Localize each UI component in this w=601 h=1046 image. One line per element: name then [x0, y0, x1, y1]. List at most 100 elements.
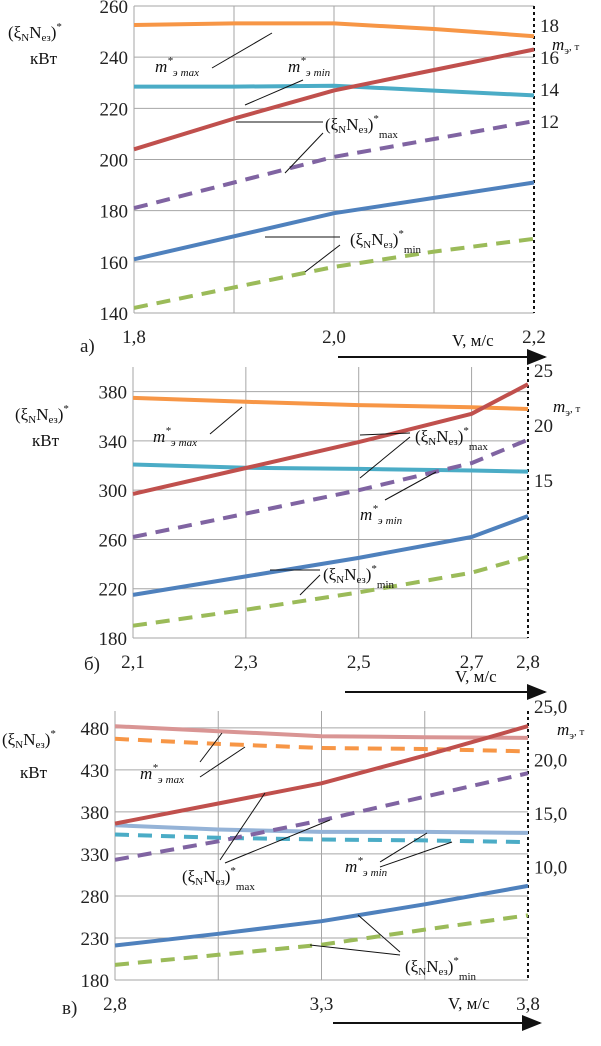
- y2-tick-label: 25,0: [534, 697, 567, 718]
- label-part: (ξ: [182, 867, 196, 886]
- panel-2: 180 220 260 300 340 380 2,1 2,3 2,5 2,7 2,8 25 20 15 m…: [15, 361, 581, 700]
- label-part: N: [338, 124, 346, 136]
- x-tick-label: 2,7: [460, 652, 484, 673]
- y-tick-label: 180: [100, 202, 129, 223]
- y-tick-label: 340: [99, 432, 128, 453]
- label-part: э: [173, 67, 178, 79]
- label-part: э: [158, 774, 163, 786]
- leader-line: [309, 944, 401, 956]
- label-part: *: [50, 728, 56, 740]
- label-part: (ξ: [2, 730, 16, 749]
- series-m-max-alt: [114, 724, 529, 740]
- y2-tick-label: 14: [540, 80, 560, 101]
- y-tick-label: 160: [100, 253, 129, 274]
- y-axis-title: (ξNNeз)*: [8, 21, 62, 44]
- subscript: min: [371, 867, 388, 879]
- annotation-m-min: m*э min: [288, 55, 331, 79]
- y-tick-label: 220: [99, 580, 128, 601]
- label-part: N: [371, 230, 383, 249]
- y2-tick-label: 12: [540, 112, 559, 133]
- annotation-m-max: m*э max: [153, 425, 197, 449]
- y2-tick-label: 18: [540, 16, 559, 37]
- series-m-max: [133, 21, 535, 39]
- label-part: (ξ: [415, 427, 429, 446]
- y2-tick-label: 25: [534, 361, 553, 382]
- label-part: (ξ: [15, 405, 29, 424]
- label-part: ): [45, 730, 51, 749]
- label-part: eз: [41, 32, 50, 44]
- label-part: eз: [48, 414, 57, 426]
- annotation-m-max: m*э max: [155, 55, 199, 79]
- x-axis-title: V, м/с: [452, 331, 494, 350]
- annotation-m-min: m*э min: [345, 855, 388, 879]
- y2-tick-label: 20,0: [534, 751, 567, 772]
- leader-line: [359, 436, 411, 479]
- subscript: min: [386, 515, 403, 527]
- label-part: ): [51, 23, 57, 42]
- label-part: (ξ: [350, 230, 364, 249]
- panel-3: 180 230 280 330 380 430 480 2,8 3,3 3,8 25,0 20,0 15…: [2, 697, 585, 1031]
- series-xi-min: [114, 883, 529, 948]
- leader-line: [379, 841, 453, 868]
- label-part: m: [557, 720, 569, 739]
- label-part: m: [360, 505, 372, 524]
- label-part: N: [346, 115, 358, 134]
- label-part: *: [56, 21, 62, 33]
- series-m-min-alt: [114, 823, 529, 835]
- label-part: (ξ: [323, 565, 337, 584]
- y-axis-unit: кВт: [20, 763, 48, 782]
- subscript: max: [379, 129, 398, 141]
- y2-axis-title: mэ, т: [557, 720, 585, 742]
- y2-tick-label: 15,0: [534, 804, 567, 825]
- x-axis-title: V, м/с: [448, 994, 490, 1013]
- subscript: min: [377, 579, 395, 591]
- subscript: min: [459, 971, 477, 983]
- leader-line: [244, 79, 304, 106]
- label-part: ): [368, 115, 374, 134]
- y2-axis-title: mэ, т: [552, 35, 580, 57]
- y-tick-label: 260: [100, 0, 129, 18]
- label-part: э: [569, 730, 574, 742]
- subscript: max: [179, 437, 197, 449]
- leader-line: [199, 746, 246, 778]
- label-part: ): [366, 565, 372, 584]
- label-part: eз: [215, 876, 224, 888]
- y-tick-label: 230: [81, 929, 110, 950]
- x-tick-label: 2,3: [234, 652, 258, 673]
- y-axis-unit: кВт: [32, 431, 60, 450]
- annotation-xi-min: (ξNNeз)*min: [323, 563, 395, 591]
- label-part: eз: [356, 574, 365, 586]
- series-xi-max: [132, 382, 529, 496]
- y-tick-label: 180: [99, 629, 128, 650]
- label-part: э: [171, 437, 176, 449]
- x-tick-label: 3,8: [516, 994, 540, 1015]
- leader-line: [199, 732, 223, 763]
- leader-line: [304, 244, 341, 273]
- x-tick-label: 2,8: [103, 994, 127, 1015]
- y-tick-label: 260: [99, 530, 128, 551]
- annotation-xi-min: (ξNNeз)*min: [405, 955, 477, 983]
- label-part: N: [29, 23, 41, 42]
- series-xi-max: [133, 47, 535, 152]
- label-part: *: [230, 865, 236, 877]
- label-part: N: [195, 876, 203, 888]
- panel-label: а): [80, 336, 95, 357]
- label-part: N: [203, 867, 215, 886]
- label-part: *: [373, 113, 379, 125]
- label-part: N: [426, 957, 438, 976]
- label-part: eз: [448, 436, 457, 448]
- label-part: *: [152, 762, 158, 774]
- label-part: m: [345, 857, 357, 876]
- y2-axis-title: mэ, т: [553, 397, 581, 419]
- label-part: э: [306, 67, 311, 79]
- label-part: э: [363, 867, 368, 879]
- leader-line: [209, 406, 243, 435]
- leader-line: [219, 792, 266, 861]
- label-part: ): [58, 405, 64, 424]
- label-part: N: [28, 414, 36, 426]
- label-part: N: [436, 427, 448, 446]
- label-part: m: [552, 35, 564, 54]
- panel-label: б): [84, 654, 100, 675]
- y-tick-label: 280: [81, 887, 110, 908]
- label-part: m: [153, 427, 165, 446]
